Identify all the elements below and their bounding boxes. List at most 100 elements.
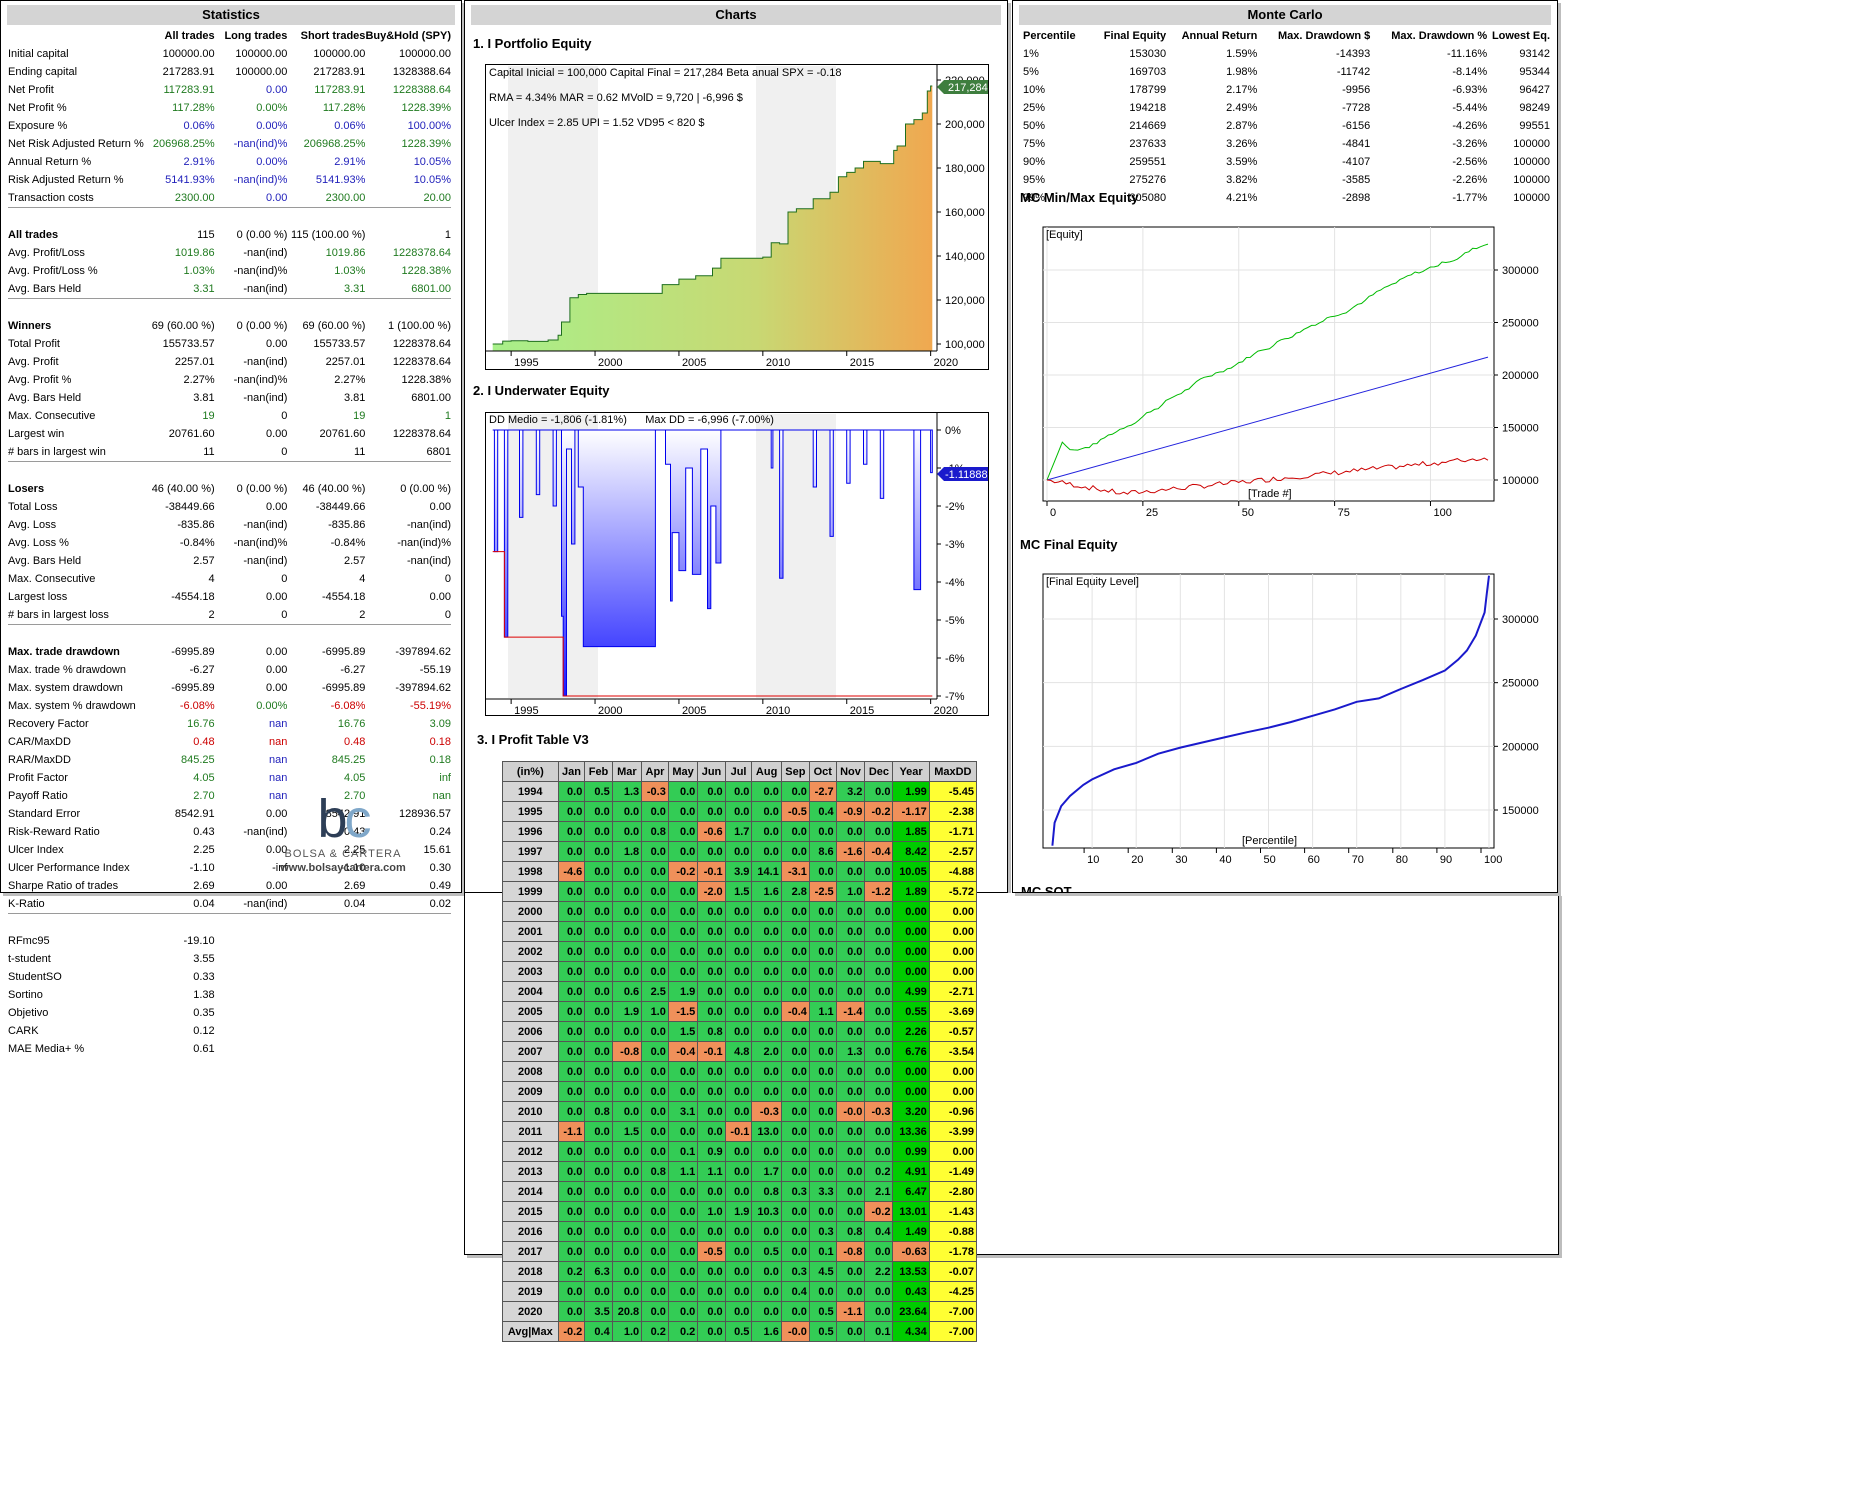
last-value-marker bbox=[937, 80, 988, 94]
profit-header: Jan bbox=[557, 761, 586, 782]
profit-cell: 0.3 bbox=[780, 1261, 810, 1282]
profit-row: 1998 -4.6 0.0 0.0 0.0 -0.2 -0.1 3.9 14.1 -3.1 0.0 0… bbox=[502, 861, 978, 882]
stats-label: MAE Media+ % bbox=[8, 1043, 85, 1055]
profit-cell: 1.3 bbox=[611, 781, 643, 802]
profit-cell: 0.0 bbox=[724, 781, 753, 802]
x-tick-label: 25 bbox=[1146, 507, 1158, 519]
profit-cell: 0.0 bbox=[751, 981, 782, 1002]
profit-cell: 0.0 bbox=[751, 901, 782, 922]
profit-cell: 0.0 bbox=[557, 1061, 586, 1082]
stats-value: 3.31 bbox=[344, 283, 366, 295]
stats-value: 100000.00 bbox=[313, 48, 366, 60]
stats-value: 0.48 bbox=[344, 736, 366, 748]
max-equity-line bbox=[1046, 243, 1489, 481]
stats-value: -397894.62 bbox=[395, 682, 451, 694]
profit-cell: 0.0 bbox=[835, 1321, 866, 1342]
mc-cell: -11742 bbox=[1336, 66, 1371, 78]
profit-cell: 1.89 bbox=[892, 881, 930, 902]
stats-value: 0.00 bbox=[265, 192, 288, 204]
mc-row: 99% 305080 4.21% -2898 -1.77% 100000 bbox=[1023, 189, 1550, 207]
profit-cell: 1.99 bbox=[892, 781, 930, 802]
profit-row: 2007 0.0 0.0 -0.8 0.0 -0.4 -0.1 4.8 2.0 0.0 0.0 1.3… bbox=[502, 1041, 978, 1062]
profit-cell: 0.0 bbox=[751, 781, 782, 802]
stats-separator bbox=[8, 298, 451, 317]
stats-value: 0.00 bbox=[429, 591, 451, 603]
mc-cell: -9956 bbox=[1342, 84, 1371, 96]
profit-cell: 0.0 bbox=[808, 1041, 837, 1062]
stats-label: Profit Factor bbox=[8, 772, 68, 784]
mc-cell: -4841 bbox=[1342, 138, 1371, 150]
profit-cell: 0.0 bbox=[641, 961, 669, 982]
stats-value: 0.04 bbox=[344, 898, 366, 910]
profit-cell: -0.4 bbox=[667, 1041, 699, 1062]
stats-label: Ulcer Index bbox=[8, 844, 64, 856]
profit-cell: 1.5 bbox=[611, 1121, 643, 1142]
profit-cell: 0.0 bbox=[697, 1261, 726, 1282]
profit-cell: 0.0 bbox=[557, 1221, 586, 1242]
stats-header: Buy&Hold (SPY) bbox=[365, 30, 451, 42]
profit-year: Avg|Max bbox=[502, 1321, 559, 1342]
profit-cell: 3.3 bbox=[808, 1181, 837, 1202]
separator-line bbox=[8, 298, 451, 317]
profit-cell: 0.0 bbox=[641, 841, 669, 862]
y-tick-label: 300000 bbox=[1502, 265, 1539, 277]
profit-year: 2005 bbox=[502, 1001, 559, 1022]
profit-cell: 0.0 bbox=[751, 841, 782, 862]
profit-cell: 0.0 bbox=[557, 1181, 586, 1202]
stats-label: Objetivo bbox=[8, 1007, 49, 1019]
stats-value: 2.69 bbox=[344, 880, 366, 892]
x-tick-label: 20 bbox=[1131, 854, 1143, 866]
stats-label: Initial capital bbox=[8, 48, 69, 60]
stats-label: All trades bbox=[8, 229, 59, 241]
profit-cell: 6.3 bbox=[584, 1261, 613, 1282]
profit-cell: 0.0 bbox=[724, 1021, 753, 1042]
stats-label: Risk Adjusted Return % bbox=[8, 174, 124, 186]
profit-header: Oct bbox=[808, 761, 837, 782]
x-tick-label: 70 bbox=[1352, 854, 1364, 866]
stats-value: nan bbox=[269, 790, 288, 802]
stats-value: -835.86 bbox=[328, 519, 366, 531]
stats-header bbox=[8, 27, 152, 45]
stats-label: Total Profit bbox=[8, 338, 60, 350]
portfolio-equity-chart: 220,000200,000180,000160,000140,000120,0… bbox=[485, 64, 989, 370]
stats-separator bbox=[8, 207, 451, 226]
profit-row: 2018 0.2 6.3 0.0 0.0 0.0 0.0 0.0 0.0 0.3 4.5 0.0 2.2… bbox=[502, 1261, 978, 1282]
x-tick-label: 2005 bbox=[682, 357, 706, 369]
profit-cell: 0.0 bbox=[611, 961, 643, 982]
profit-cell: 0.0 bbox=[641, 1221, 669, 1242]
stats-value: 0 (0.00 %) bbox=[236, 229, 288, 241]
stats-value: nan bbox=[269, 736, 288, 748]
profit-row: 2000 0.0 0.0 0.0 0.0 0.0 0.0 0.0 0.0 0.0 0.0 0.0 0.0… bbox=[502, 901, 978, 922]
stats-value: 128936.57 bbox=[399, 808, 451, 820]
profit-cell: 0.0 bbox=[751, 1301, 782, 1322]
y-tick-label: -7% bbox=[945, 691, 965, 703]
stats-row: # bars in largest loss 2 0 2 0 bbox=[8, 606, 451, 625]
logo-url[interactable]: www.bolsaycartera.com bbox=[280, 862, 406, 874]
stats-label: Avg. Bars Held bbox=[8, 555, 82, 567]
stats-value: 845.25 bbox=[331, 754, 366, 766]
profit-cell: 3.5 bbox=[584, 1301, 613, 1322]
stats-extra-row: StudentSO 0.33 bbox=[8, 968, 451, 986]
y-tick-label: 100000 bbox=[1502, 475, 1539, 487]
stats-value: 0.24 bbox=[429, 826, 451, 838]
profit-cell: 0.0 bbox=[584, 1081, 613, 1102]
profit-cell: 0.0 bbox=[584, 1001, 613, 1022]
profit-cell: 0.0 bbox=[584, 1121, 613, 1142]
x-tick-label: 2015 bbox=[850, 705, 874, 715]
final-equity-curve bbox=[1051, 575, 1490, 846]
profit-cell: 0.0 bbox=[751, 1281, 782, 1302]
stats-value: 217283.91 bbox=[162, 66, 215, 78]
stats-row: Standard Error 8542.91 0.00 8542.91 128936.5… bbox=[8, 805, 451, 823]
stats-value: 3.81 bbox=[193, 392, 215, 404]
profit-year: 2017 bbox=[502, 1241, 559, 1262]
stats-value: 0.00 bbox=[265, 591, 288, 603]
stats-extra-row: RFmc95 -19.10 bbox=[8, 932, 451, 950]
profit-year: 1996 bbox=[502, 821, 559, 842]
x-tick-label: 1995 bbox=[514, 705, 538, 715]
stats-value: 155733.57 bbox=[162, 338, 215, 350]
profit-cell: -1.17 bbox=[892, 801, 930, 822]
stats-label: Transaction costs bbox=[8, 192, 94, 204]
last-value-label: -1.11888 bbox=[945, 469, 988, 481]
profit-cell: 3.20 bbox=[892, 1101, 930, 1122]
x-tick-label: 80 bbox=[1396, 854, 1408, 866]
